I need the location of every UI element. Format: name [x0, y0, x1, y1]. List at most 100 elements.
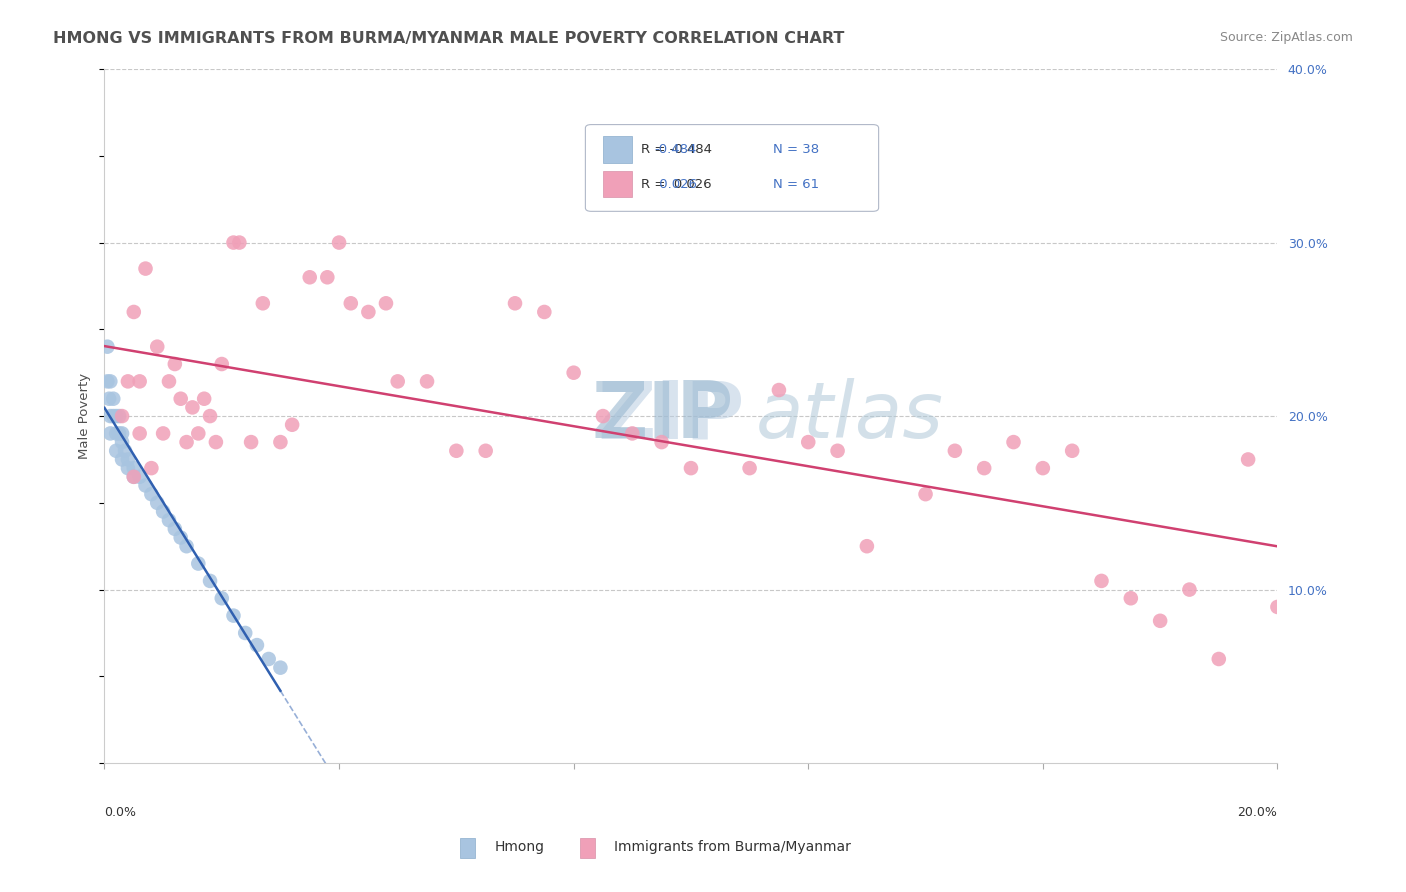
- Point: [198, 574, 221, 588]
- Point: [181, 401, 204, 415]
- Text: R =  0.026: R = 0.026: [641, 178, 711, 191]
- Point: [146, 340, 169, 354]
- Point: [281, 417, 304, 432]
- Text: atlas: atlas: [755, 378, 943, 454]
- Point: [1178, 582, 1201, 597]
- Point: [474, 443, 496, 458]
- Point: [269, 435, 291, 450]
- Point: [357, 305, 380, 319]
- Point: [105, 426, 128, 441]
- Point: [269, 661, 291, 675]
- Point: [111, 435, 134, 450]
- Point: [387, 375, 409, 389]
- Text: N = 38: N = 38: [773, 143, 820, 156]
- Text: N = 61: N = 61: [773, 178, 820, 191]
- Point: [827, 443, 849, 458]
- Text: Source: ZipAtlas.com: Source: ZipAtlas.com: [1219, 31, 1353, 45]
- Y-axis label: Male Poverty: Male Poverty: [79, 373, 91, 459]
- FancyBboxPatch shape: [603, 171, 633, 197]
- Point: [240, 435, 263, 450]
- Point: [98, 392, 121, 406]
- Point: [170, 531, 193, 545]
- Point: [943, 443, 966, 458]
- Point: [257, 652, 280, 666]
- Text: Hmong: Hmong: [495, 840, 546, 854]
- Point: [111, 426, 134, 441]
- Point: [163, 357, 186, 371]
- Point: [176, 435, 198, 450]
- Point: [122, 470, 145, 484]
- Point: [914, 487, 936, 501]
- Point: [298, 270, 321, 285]
- Point: [768, 383, 790, 397]
- Text: ZIP: ZIP: [598, 377, 744, 455]
- Point: [1032, 461, 1054, 475]
- Point: [108, 409, 131, 423]
- Point: [105, 443, 128, 458]
- Point: [211, 357, 233, 371]
- Point: [1208, 652, 1230, 666]
- Point: [187, 557, 209, 571]
- Point: [114, 443, 136, 458]
- Point: [316, 270, 339, 285]
- Point: [108, 426, 131, 441]
- Point: [152, 426, 174, 441]
- Point: [1149, 614, 1171, 628]
- Point: [103, 392, 125, 406]
- Text: ZIP: ZIP: [592, 378, 734, 454]
- Point: [141, 487, 163, 501]
- Point: [328, 235, 350, 250]
- Point: [1267, 599, 1289, 614]
- Point: [533, 305, 555, 319]
- Point: [117, 375, 139, 389]
- Point: [128, 470, 150, 484]
- Point: [621, 426, 644, 441]
- Point: [128, 426, 150, 441]
- Point: [856, 539, 879, 553]
- Point: [146, 496, 169, 510]
- Point: [228, 235, 250, 250]
- Point: [233, 626, 256, 640]
- Point: [193, 392, 215, 406]
- Point: [198, 409, 221, 423]
- Point: [973, 461, 995, 475]
- Point: [157, 375, 180, 389]
- Point: [211, 591, 233, 606]
- Point: [128, 375, 150, 389]
- Point: [738, 461, 761, 475]
- Point: [122, 461, 145, 475]
- Point: [446, 443, 468, 458]
- FancyBboxPatch shape: [603, 136, 633, 162]
- Point: [134, 261, 156, 276]
- Point: [163, 522, 186, 536]
- Point: [651, 435, 673, 450]
- Point: [152, 504, 174, 518]
- Text: 20.0%: 20.0%: [1237, 806, 1278, 820]
- Point: [96, 340, 118, 354]
- Point: [98, 375, 121, 389]
- Point: [170, 392, 193, 406]
- Point: [339, 296, 361, 310]
- FancyBboxPatch shape: [585, 125, 879, 211]
- Point: [122, 305, 145, 319]
- Point: [176, 539, 198, 553]
- Point: [134, 478, 156, 492]
- Point: [222, 608, 245, 623]
- Point: [122, 470, 145, 484]
- Point: [205, 435, 228, 450]
- Point: [103, 409, 125, 423]
- Point: [105, 409, 128, 423]
- Point: [111, 409, 134, 423]
- Text: 0.026: 0.026: [655, 178, 696, 191]
- Point: [503, 296, 526, 310]
- Point: [797, 435, 820, 450]
- Point: [117, 452, 139, 467]
- Text: -0.484: -0.484: [655, 143, 697, 156]
- Point: [111, 452, 134, 467]
- Point: [157, 513, 180, 527]
- Point: [1062, 443, 1084, 458]
- Point: [98, 426, 121, 441]
- Point: [1237, 452, 1260, 467]
- Point: [96, 375, 118, 389]
- Point: [1119, 591, 1142, 606]
